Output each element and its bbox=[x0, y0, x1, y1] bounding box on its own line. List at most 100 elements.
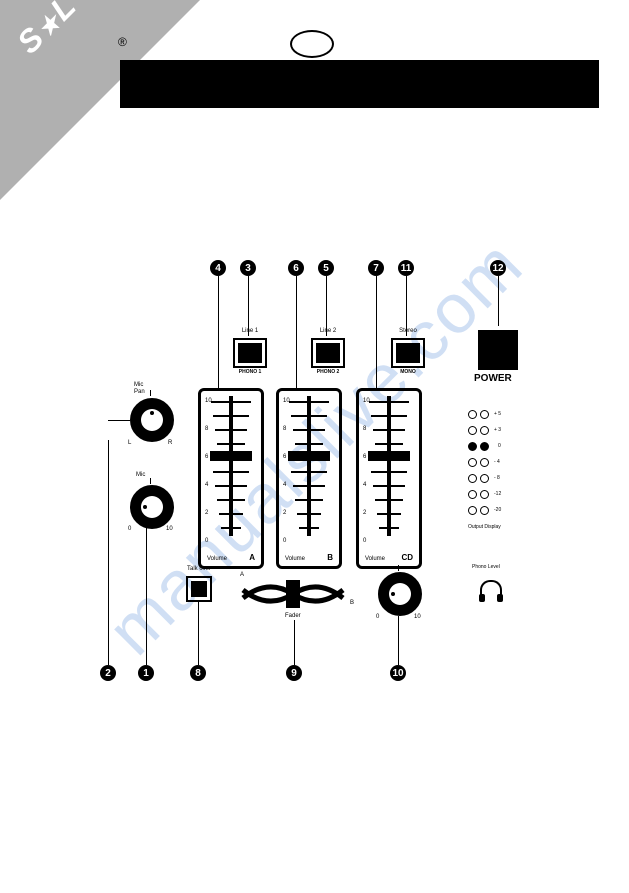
switch-stereo-mono[interactable]: Stereo MONO bbox=[391, 338, 425, 368]
line bbox=[294, 620, 295, 665]
callout-4: 4 bbox=[210, 260, 226, 276]
line bbox=[248, 276, 249, 336]
line bbox=[108, 420, 130, 421]
led bbox=[468, 458, 477, 467]
knob-right: 10 bbox=[166, 526, 173, 532]
scale: 2 bbox=[363, 510, 366, 516]
mic-pan-knob[interactable] bbox=[130, 398, 174, 442]
scale: 4 bbox=[363, 482, 366, 488]
channel-letter: CD bbox=[401, 553, 413, 562]
switch-line2-phono2[interactable]: Line 2 PHONO 2 bbox=[311, 338, 345, 368]
registered-mark: ® bbox=[118, 35, 127, 49]
switch-line1-phono1[interactable]: Line 1 PHONO 1 bbox=[233, 338, 267, 368]
scale: 4 bbox=[205, 482, 208, 488]
mic-knob[interactable] bbox=[130, 485, 174, 529]
led bbox=[468, 442, 477, 451]
scale: 8 bbox=[205, 426, 208, 432]
led bbox=[480, 506, 489, 515]
callout-12: 12 bbox=[490, 260, 506, 276]
mixer-diagram: 4 3 6 5 7 11 12 Line 1 PHONO 1 Line 2 PH… bbox=[110, 260, 550, 720]
channel-letter: A bbox=[249, 553, 255, 562]
scale: 8 bbox=[283, 426, 286, 432]
led bbox=[480, 426, 489, 435]
tick bbox=[398, 565, 399, 571]
knob-left: 0 bbox=[376, 614, 379, 620]
callout-7: 7 bbox=[368, 260, 384, 276]
callout-9: 9 bbox=[286, 665, 302, 681]
scale: 2 bbox=[205, 510, 208, 516]
led bbox=[480, 490, 489, 499]
scale: 10 bbox=[363, 398, 370, 404]
callout-3: 3 bbox=[240, 260, 256, 276]
led bbox=[480, 442, 489, 451]
scale: 4 bbox=[283, 482, 286, 488]
mic-pan-title: MicPan bbox=[134, 382, 145, 396]
callout-2: 2 bbox=[100, 665, 116, 681]
scale: 10 bbox=[283, 398, 290, 404]
callout-8: 8 bbox=[190, 665, 206, 681]
headphone-icon bbox=[480, 580, 502, 596]
knob-left: L bbox=[128, 440, 131, 446]
scale: 6 bbox=[363, 454, 366, 460]
knob-right: R bbox=[168, 440, 172, 446]
mic-title: Mic bbox=[136, 472, 145, 478]
callout-1: 1 bbox=[138, 665, 154, 681]
line bbox=[198, 600, 199, 665]
volume-label: Volume bbox=[285, 556, 305, 562]
scale: 0 bbox=[283, 538, 286, 544]
phono-level-label: Phono Level bbox=[472, 564, 500, 570]
channel-b[interactable]: 10 8 6 4 2 0 Volume B bbox=[276, 388, 342, 569]
switch-label: PHONO 1 bbox=[239, 369, 262, 375]
switch-label: MONO bbox=[400, 369, 416, 375]
scale: 2 bbox=[283, 510, 286, 516]
led bbox=[468, 410, 477, 419]
callout-10: 10 bbox=[390, 665, 406, 681]
header-bar bbox=[120, 60, 599, 108]
crossfader[interactable] bbox=[238, 578, 348, 610]
power-button[interactable] bbox=[478, 330, 518, 370]
led-label: -12 bbox=[494, 491, 501, 497]
switch-label: Stereo bbox=[399, 328, 417, 334]
led-label: - 8 bbox=[494, 475, 500, 481]
led bbox=[468, 474, 477, 483]
tick bbox=[150, 478, 151, 484]
fader-b: B bbox=[350, 600, 354, 606]
power-label: POWER bbox=[474, 373, 512, 384]
led bbox=[468, 426, 477, 435]
meter-title: Output Display bbox=[468, 524, 501, 530]
scale: 0 bbox=[363, 538, 366, 544]
callout-6: 6 bbox=[288, 260, 304, 276]
line bbox=[398, 616, 399, 665]
line bbox=[376, 276, 377, 390]
led bbox=[468, 506, 477, 515]
header-ellipse bbox=[290, 30, 334, 58]
led bbox=[480, 458, 489, 467]
line bbox=[326, 276, 327, 336]
led-label: + 5 bbox=[494, 411, 501, 417]
led bbox=[480, 410, 489, 419]
line bbox=[498, 276, 499, 326]
talkover-label: Talk over bbox=[187, 566, 211, 572]
led-label: -20 bbox=[494, 507, 501, 513]
switch-label: Line 1 bbox=[242, 328, 258, 334]
channel-letter: B bbox=[327, 553, 333, 562]
channel-a[interactable]: 10 8 6 4 2 0 Volume A bbox=[198, 388, 264, 569]
line bbox=[218, 276, 219, 390]
fader-label: Fader bbox=[285, 613, 301, 619]
line bbox=[296, 276, 297, 390]
line bbox=[406, 276, 407, 336]
callout-5: 5 bbox=[318, 260, 334, 276]
line bbox=[108, 440, 109, 665]
scale: 0 bbox=[205, 538, 208, 544]
scale: 6 bbox=[205, 454, 208, 460]
led-label: + 3 bbox=[494, 427, 501, 433]
volume-label: Volume bbox=[365, 556, 385, 562]
led-label: 0 bbox=[498, 443, 501, 449]
talkover-switch[interactable]: Talk over bbox=[186, 576, 212, 602]
switch-label: PHONO 2 bbox=[317, 369, 340, 375]
channel-cd[interactable]: 10 8 6 4 2 0 Volume CD bbox=[356, 388, 422, 569]
line bbox=[146, 527, 147, 665]
output-knob[interactable] bbox=[378, 572, 422, 616]
volume-label: Volume bbox=[207, 556, 227, 562]
knob-right: 10 bbox=[414, 614, 421, 620]
